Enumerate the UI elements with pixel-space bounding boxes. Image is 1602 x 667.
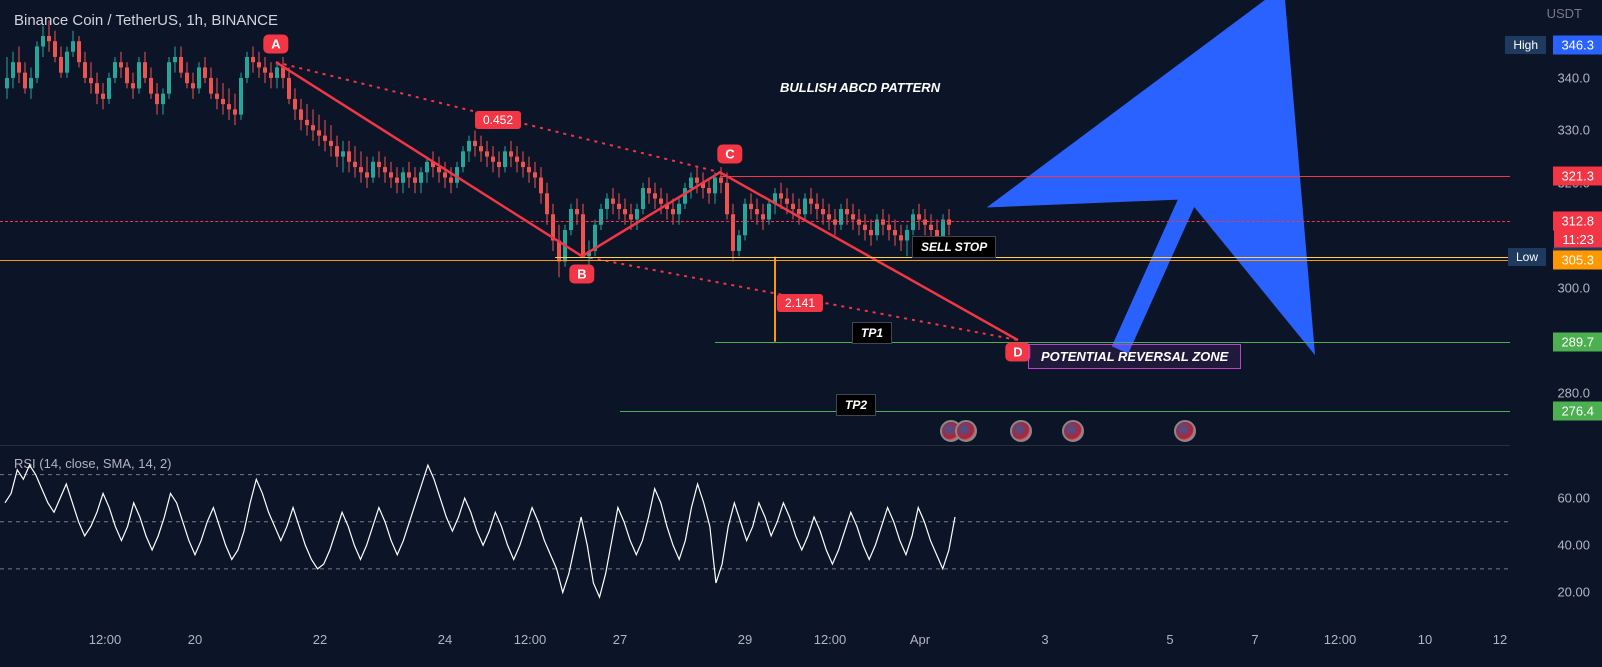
rsi-panel[interactable]: RSI (14, close, SMA, 14, 2) 20.0040.0060… xyxy=(0,445,1510,620)
tp2-label: TP2 xyxy=(836,394,876,416)
horizontal-level xyxy=(555,257,1510,258)
x-tick-label: 20 xyxy=(188,632,202,647)
x-tick-label: Apr xyxy=(910,632,930,647)
horizontal-level xyxy=(0,260,1510,261)
pattern-point-c: C xyxy=(717,145,742,164)
time-axis: 12:00 20 22 24 12:00 27 29 12:00 Apr 3 5 7 12:00 10 12 xyxy=(0,620,1510,667)
pattern-point-d: D xyxy=(1005,343,1030,362)
price-tag: 11:23 xyxy=(1554,230,1602,249)
horizontal-level xyxy=(0,221,1510,222)
x-tick-label: 12:00 xyxy=(1324,632,1357,647)
x-tick-label: 22 xyxy=(313,632,327,647)
y-tick-label: 330.0 xyxy=(1557,123,1590,138)
economic-event-icon[interactable] xyxy=(1174,420,1196,442)
y-tick-label: 340.0 xyxy=(1557,70,1590,85)
x-tick-label: 12:00 xyxy=(89,632,122,647)
x-tick-label: 12:00 xyxy=(514,632,547,647)
y-unit: USDT xyxy=(1547,6,1582,21)
pattern-point-a: A xyxy=(263,35,288,54)
x-tick-label: 27 xyxy=(613,632,627,647)
main-chart[interactable]: Binance Coin / TetherUS, 1h, BINANCE A B C… xyxy=(0,0,1510,445)
price-axis: USDT 280.0300.0320.0330.0340.0High346.33… xyxy=(1510,0,1602,445)
rsi-y-tick: 20.00 xyxy=(1557,585,1590,600)
x-tick-label: 10 xyxy=(1418,632,1432,647)
price-tag: 321.3 xyxy=(1553,166,1602,185)
high-label: High xyxy=(1505,36,1546,54)
horizontal-level xyxy=(715,342,1510,343)
horizontal-level xyxy=(620,411,1510,412)
y-tick-label: 300.0 xyxy=(1557,280,1590,295)
fib-label: 0.452 xyxy=(475,111,521,129)
prz-label: POTENTIAL REVERSAL ZONE xyxy=(1028,344,1241,369)
x-tick-label: 12:00 xyxy=(814,632,847,647)
fib-label: 2.141 xyxy=(777,294,823,312)
economic-event-icon[interactable] xyxy=(955,420,977,442)
rsi-layer xyxy=(0,446,1510,621)
candles-layer xyxy=(0,0,1510,445)
rsi-y-tick: 40.00 xyxy=(1557,538,1590,553)
rsi-y-tick: 60.00 xyxy=(1557,491,1590,506)
pattern-point-b: B xyxy=(569,265,594,284)
x-tick-label: 12 xyxy=(1493,632,1507,647)
pattern-name-label: BULLISH ABCD PATTERN xyxy=(780,80,940,95)
price-tag: 276.4 xyxy=(1553,402,1602,421)
x-tick-label: 5 xyxy=(1166,632,1173,647)
price-tag: 346.3 xyxy=(1553,35,1602,54)
price-tag: 312.8 xyxy=(1553,211,1602,230)
economic-event-icon[interactable] xyxy=(1062,420,1084,442)
price-tag: 289.7 xyxy=(1553,332,1602,351)
y-tick-label: 280.0 xyxy=(1557,385,1590,400)
x-tick-label: 7 xyxy=(1251,632,1258,647)
price-tag: 305.3 xyxy=(1553,250,1602,269)
horizontal-level xyxy=(720,176,1510,177)
x-tick-label: 29 xyxy=(738,632,752,647)
sell-stop-label: SELL STOP xyxy=(912,236,996,258)
economic-event-icon[interactable] xyxy=(1010,420,1032,442)
x-tick-label: 24 xyxy=(438,632,452,647)
low-label: Low xyxy=(1508,248,1546,266)
chart-title: Binance Coin / TetherUS, 1h, BINANCE xyxy=(14,12,278,29)
x-tick-label: 3 xyxy=(1041,632,1048,647)
tp1-label: TP1 xyxy=(852,322,892,344)
